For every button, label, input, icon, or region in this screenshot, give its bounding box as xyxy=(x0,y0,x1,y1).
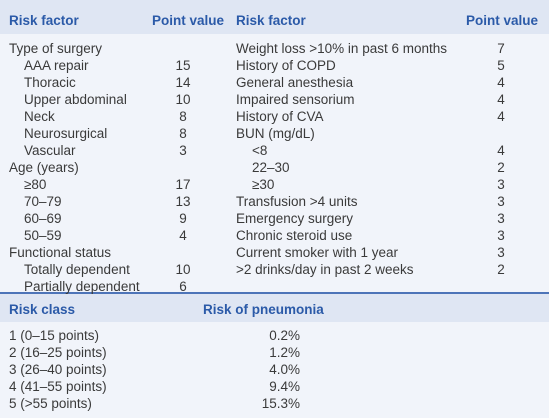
risk-factor-label: <8 xyxy=(252,143,268,158)
risk-factor-label: 70–79 xyxy=(24,194,62,209)
point-value: 15 xyxy=(175,58,191,73)
risk-class-label: 1 (0–15 points) xyxy=(9,328,100,343)
risk-factor-label: ≥30 xyxy=(252,177,275,192)
point-value: 4 xyxy=(497,92,505,107)
point-value: 10 xyxy=(175,92,191,107)
risk-factor-label: >2 drinks/day in past 2 weeks xyxy=(236,262,414,277)
risk-factor-label: Current smoker with 1 year xyxy=(236,245,399,260)
risk-class-label: 2 (16–25 points) xyxy=(9,345,107,360)
risk-factor-heading-left: Risk factor xyxy=(9,13,79,28)
table-header xyxy=(0,0,549,34)
point-value: 3 xyxy=(497,245,505,260)
point-value: 4 xyxy=(497,143,505,158)
risk-class-label: 5 (>55 points) xyxy=(9,396,92,411)
point-value xyxy=(168,244,198,261)
point-value xyxy=(168,40,198,57)
point-value: 9 xyxy=(179,211,187,226)
point-value: 10 xyxy=(175,262,191,277)
risk-class-header xyxy=(0,294,549,322)
risk-class-label: 3 (26–40 points) xyxy=(9,362,107,377)
point-value-heading-right: Point value xyxy=(466,13,539,28)
point-value: 3 xyxy=(497,177,505,192)
point-value xyxy=(486,125,516,142)
point-value: 13 xyxy=(175,194,191,209)
point-value-heading-left: Point value xyxy=(152,13,225,28)
point-value: 2 xyxy=(497,160,505,175)
point-value: 3 xyxy=(497,211,505,226)
risk-factor-label: Emergency surgery xyxy=(236,211,354,226)
risk-factor-label: 60–69 xyxy=(24,211,62,226)
point-value xyxy=(168,159,198,176)
risk-factor-label: History of CVA xyxy=(236,109,324,124)
risk-factor-label: Weight loss >10% in past 6 months xyxy=(236,41,447,56)
point-value: 4 xyxy=(179,228,187,243)
risk-of-pneumonia-heading: Risk of pneumonia xyxy=(203,302,324,317)
point-value: 3 xyxy=(497,228,505,243)
risk-factor-label: AAA repair xyxy=(24,58,89,73)
section-divider xyxy=(0,292,549,294)
risk-factor-heading-right: Risk factor xyxy=(236,13,306,28)
risk-factor-label: 22–30 xyxy=(252,160,290,175)
risk-factor-label: Transfusion >4 units xyxy=(236,194,358,209)
risk-factor-label: History of COPD xyxy=(236,58,336,73)
risk-factor-label: 50–59 xyxy=(24,228,62,243)
risk-factor-label: Neurosurgical xyxy=(24,126,108,141)
risk-factor-label: Neck xyxy=(24,109,55,124)
point-value: 8 xyxy=(179,109,187,124)
risk-factor-table-body xyxy=(0,34,549,294)
point-value: 5 xyxy=(497,58,505,73)
risk-factor-label: Type of surgery xyxy=(9,41,103,56)
point-value: 6 xyxy=(179,279,187,294)
risk-factor-label: Totally dependent xyxy=(24,262,130,277)
pneumonia-risk-value: 4.0% xyxy=(269,362,300,377)
point-value: 2 xyxy=(497,262,505,277)
risk-factor-label: Partially dependent xyxy=(24,279,140,294)
point-value: 17 xyxy=(175,177,191,192)
pneumonia-risk-value: 1.2% xyxy=(269,345,300,360)
risk-factor-label: Upper abdominal xyxy=(24,92,127,107)
risk-class-table-body xyxy=(0,322,549,418)
risk-class-heading: Risk class xyxy=(9,302,76,317)
risk-factor-label: Age (years) xyxy=(9,160,79,175)
point-value: 7 xyxy=(497,41,505,56)
point-value: 4 xyxy=(497,75,505,90)
point-value: 3 xyxy=(179,143,187,158)
point-value: 8 xyxy=(179,126,187,141)
risk-factor-label: Vascular xyxy=(24,143,76,158)
pneumonia-risk-value: 15.3% xyxy=(261,396,300,411)
risk-factor-label: General anesthesia xyxy=(236,75,354,90)
pneumonia-risk-value: 9.4% xyxy=(269,379,300,394)
risk-factor-label: Functional status xyxy=(9,245,112,260)
risk-factor-label: BUN (mg/dL) xyxy=(236,126,315,141)
risk-factor-label: Thoracic xyxy=(24,75,76,90)
risk-class-label: 4 (41–55 points) xyxy=(9,379,107,394)
point-value: 14 xyxy=(175,75,191,90)
risk-factor-label: Chronic steroid use xyxy=(236,228,353,243)
risk-factor-label: ≥80 xyxy=(24,177,47,192)
risk-factor-label: Impaired sensorium xyxy=(236,92,355,107)
point-value: 4 xyxy=(497,109,505,124)
point-value: 3 xyxy=(497,194,505,209)
pneumonia-risk-value: 0.2% xyxy=(269,328,300,343)
